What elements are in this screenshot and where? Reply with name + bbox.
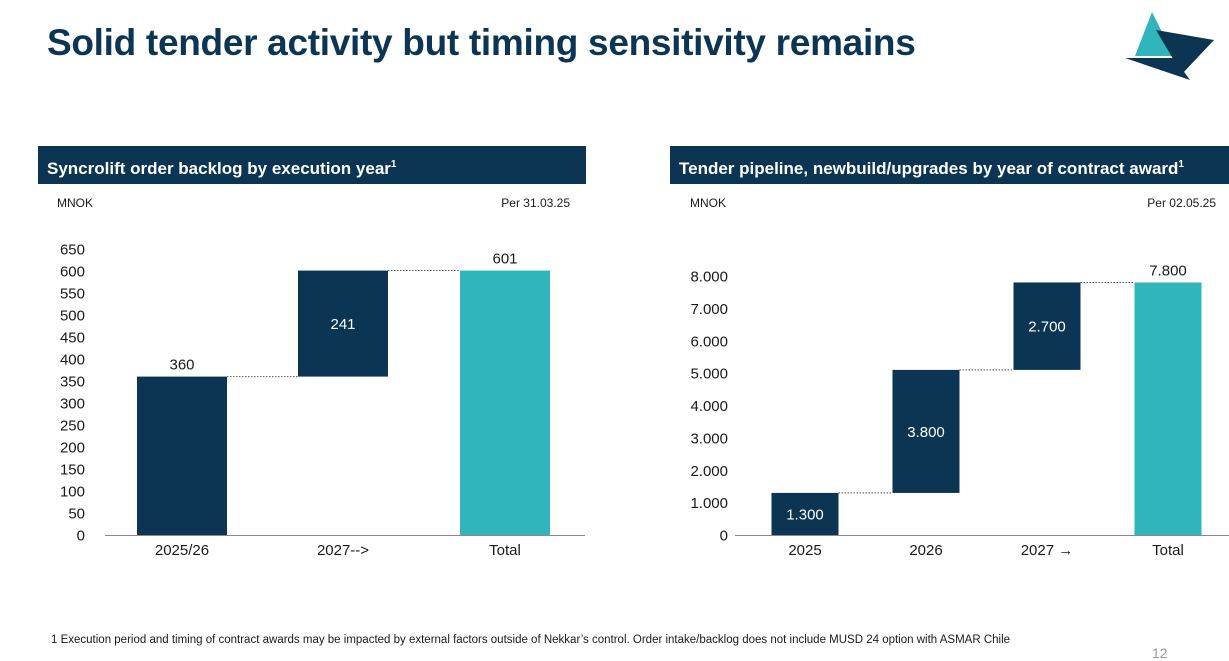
right-y-tick-label: 1.000: [690, 495, 728, 512]
left-y-tick-label: 450: [60, 330, 85, 347]
right-panel-header-footnote-ref: 1: [1178, 159, 1184, 170]
right-y-tick-label: 4.000: [690, 398, 728, 415]
right-y-tick-label: 5.000: [690, 366, 728, 383]
left-data-label: 241: [330, 316, 355, 333]
right-bar: [892, 369, 960, 493]
page-title: Solid tender activity but timing sensiti…: [47, 22, 916, 63]
logo-navy-wing: [1156, 30, 1214, 74]
left-as-of-date: Per 31.03.25: [501, 196, 570, 210]
left-y-tick-label: 50: [68, 506, 85, 523]
left-bar: [460, 270, 550, 535]
left-x-tick-label: Total: [489, 542, 521, 559]
left-y-tick-label: 350: [60, 374, 85, 391]
left-y-tick-label: 250: [60, 418, 85, 435]
logo-navy-base: [1125, 58, 1190, 80]
left-x-tick-label: 2025/26: [155, 542, 209, 559]
footnote: 1 Execution period and timing of contrac…: [51, 634, 1011, 646]
right-y-tick-label: 0: [720, 528, 728, 545]
left-y-tick-label: 600: [60, 264, 85, 281]
right-y-tick-label: 7.000: [690, 301, 728, 318]
left-y-tick-label: 400: [60, 352, 85, 369]
right-data-label: 2.700: [1028, 319, 1066, 336]
left-y-tick-label: 550: [60, 286, 85, 303]
right-x-tick-label: Total: [1152, 542, 1184, 559]
left-bar: [298, 270, 388, 377]
right-y-tick-label: 2.000: [690, 463, 728, 480]
left-waterfall-chart: 0 50 100 150 200 250 300 350 400 450 500 550 600 650 3…: [60, 242, 585, 559]
left-y-tick-label: 0: [77, 528, 85, 545]
left-data-label: 360: [169, 357, 194, 374]
right-x-tick-label: 2025: [788, 542, 821, 559]
right-data-label: 3.800: [907, 424, 945, 441]
left-panel-header-text: Syncrolift order backlog by execution ye…: [47, 159, 391, 178]
right-data-label: 7.800: [1149, 262, 1187, 279]
page-number: 12: [1152, 645, 1168, 661]
right-data-label: 1.300: [786, 506, 824, 523]
left-y-tick-label: 500: [60, 308, 85, 325]
triangle-sail-logo-icon: [1125, 12, 1214, 80]
right-unit-label: MNOK: [690, 196, 726, 210]
right-bar: [1013, 282, 1081, 370]
logo-teal-triangle: [1135, 12, 1174, 56]
right-y-tick-label: 6.000: [690, 333, 728, 350]
left-data-label: 601: [492, 251, 517, 268]
right-panel-header-text: Tender pipeline, newbuild/upgrades by ye…: [679, 159, 1179, 178]
right-panel-header: Tender pipeline, newbuild/upgrades by ye…: [670, 146, 1229, 184]
right-waterfall-chart: 0 1.000 2.000 3.000 4.000 5.000 6.000 7.000 8.00…: [690, 262, 1229, 559]
left-y-tick-label: 100: [60, 484, 85, 501]
right-y-tick-label: 8.000: [690, 269, 728, 286]
left-panel-header-footnote-ref: 1: [390, 159, 397, 170]
left-y-tick-label: 150: [60, 462, 85, 479]
left-panel-header: Syncrolift order backlog by execution ye…: [38, 146, 586, 184]
right-as-of-date: Per 02.05.25: [1147, 196, 1216, 210]
left-y-tick-label: 200: [60, 440, 85, 457]
right-x-tick-label: 2027 →: [1021, 542, 1074, 559]
left-y-tick-label: 300: [60, 396, 85, 413]
right-bar: [1134, 282, 1202, 535]
left-bar: [137, 376, 227, 535]
right-x-tick-label: 2026: [909, 542, 942, 559]
left-x-tick-label: 2027-->: [317, 542, 369, 559]
right-y-tick-label: 3.000: [690, 430, 728, 447]
left-y-tick-label: 650: [60, 242, 85, 259]
right-bar: [771, 492, 839, 535]
left-unit-label: MNOK: [57, 196, 93, 210]
